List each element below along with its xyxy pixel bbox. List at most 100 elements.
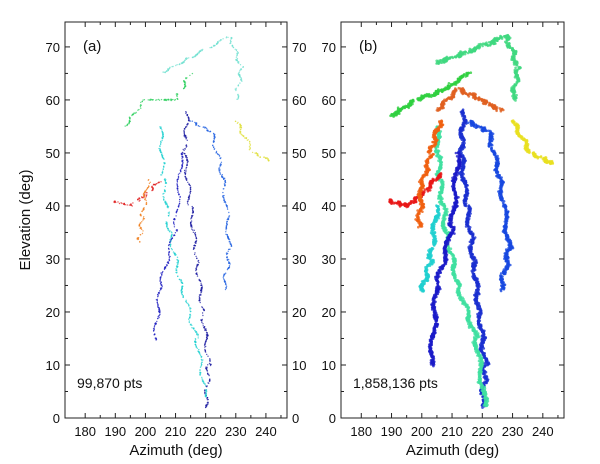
data-point — [199, 297, 200, 298]
data-point — [420, 195, 423, 198]
data-point — [157, 300, 158, 301]
data-point — [483, 356, 486, 359]
data-point — [172, 237, 173, 238]
data-point — [137, 238, 138, 239]
data-point — [193, 232, 194, 233]
data-point — [155, 338, 156, 339]
point-count: 99,870 pts — [77, 375, 142, 391]
data-point — [153, 328, 154, 329]
data-point — [440, 186, 443, 189]
data-point — [431, 94, 434, 97]
data-point — [429, 182, 432, 185]
data-point — [197, 275, 198, 276]
data-point — [204, 383, 205, 384]
data-point — [164, 190, 165, 191]
data-point — [458, 291, 461, 294]
data-point — [511, 95, 514, 98]
data-point — [157, 294, 158, 295]
data-point — [429, 150, 432, 153]
data-point — [191, 224, 192, 225]
data-point — [198, 349, 199, 350]
data-point — [165, 266, 166, 267]
data-point — [422, 184, 425, 187]
data-point — [160, 289, 161, 290]
data-point — [448, 87, 451, 90]
data-point — [216, 151, 217, 152]
y-tick-label: 70 — [46, 40, 60, 55]
data-point — [226, 37, 227, 38]
data-point — [176, 98, 177, 99]
data-point — [195, 342, 196, 343]
data-point — [185, 78, 186, 79]
data-point — [503, 35, 506, 38]
data-point — [178, 191, 179, 192]
data-point — [186, 165, 187, 166]
data-point — [444, 217, 447, 220]
data-point — [182, 286, 183, 287]
data-point — [198, 125, 199, 126]
data-point — [143, 193, 144, 194]
data-point — [163, 193, 164, 194]
data-point — [222, 177, 223, 178]
data-point — [199, 50, 200, 51]
data-point — [451, 258, 454, 261]
data-point — [219, 155, 220, 156]
data-point — [463, 199, 466, 202]
data-point — [195, 241, 196, 242]
data-point — [159, 145, 160, 146]
data-point — [191, 325, 192, 326]
data-point — [444, 100, 447, 103]
data-point — [476, 285, 479, 288]
data-point — [199, 372, 200, 373]
data-point — [154, 333, 155, 334]
data-point — [195, 54, 196, 55]
data-point — [453, 93, 456, 96]
data-point — [195, 270, 196, 271]
data-point — [163, 162, 164, 163]
data-point — [494, 39, 497, 42]
data-point — [193, 327, 194, 328]
data-point — [467, 219, 470, 222]
right-y-tick-label: 40 — [292, 199, 306, 214]
data-point — [151, 190, 152, 191]
data-point — [421, 225, 424, 228]
data-point — [206, 339, 207, 340]
data-point — [478, 336, 481, 339]
data-point — [481, 342, 484, 345]
data-point — [181, 63, 182, 64]
data-point — [225, 283, 226, 284]
data-point — [199, 300, 200, 301]
data-point — [158, 292, 159, 293]
data-point — [161, 274, 162, 275]
data-point — [231, 245, 232, 246]
data-point — [240, 124, 241, 125]
data-point — [217, 154, 218, 155]
data-point — [240, 64, 241, 65]
data-point — [474, 348, 477, 351]
data-point — [182, 163, 183, 164]
data-point — [186, 302, 187, 303]
data-point — [243, 136, 244, 137]
data-point — [439, 173, 442, 176]
data-point — [209, 381, 210, 382]
data-point — [185, 171, 186, 172]
x-tick-label: 190 — [104, 424, 126, 439]
data-point — [449, 251, 452, 254]
data-point — [206, 391, 207, 392]
data-point — [460, 112, 463, 115]
data-point — [228, 212, 229, 213]
data-point — [203, 327, 204, 328]
data-point — [187, 159, 188, 160]
data-point — [470, 250, 473, 253]
data-point — [179, 197, 180, 198]
data-point — [198, 52, 199, 53]
data-point — [144, 99, 145, 100]
data-point — [207, 129, 208, 130]
data-point — [263, 157, 264, 158]
data-point — [481, 356, 484, 359]
data-point — [240, 75, 241, 76]
data-point — [458, 56, 461, 59]
data-point — [162, 131, 163, 132]
